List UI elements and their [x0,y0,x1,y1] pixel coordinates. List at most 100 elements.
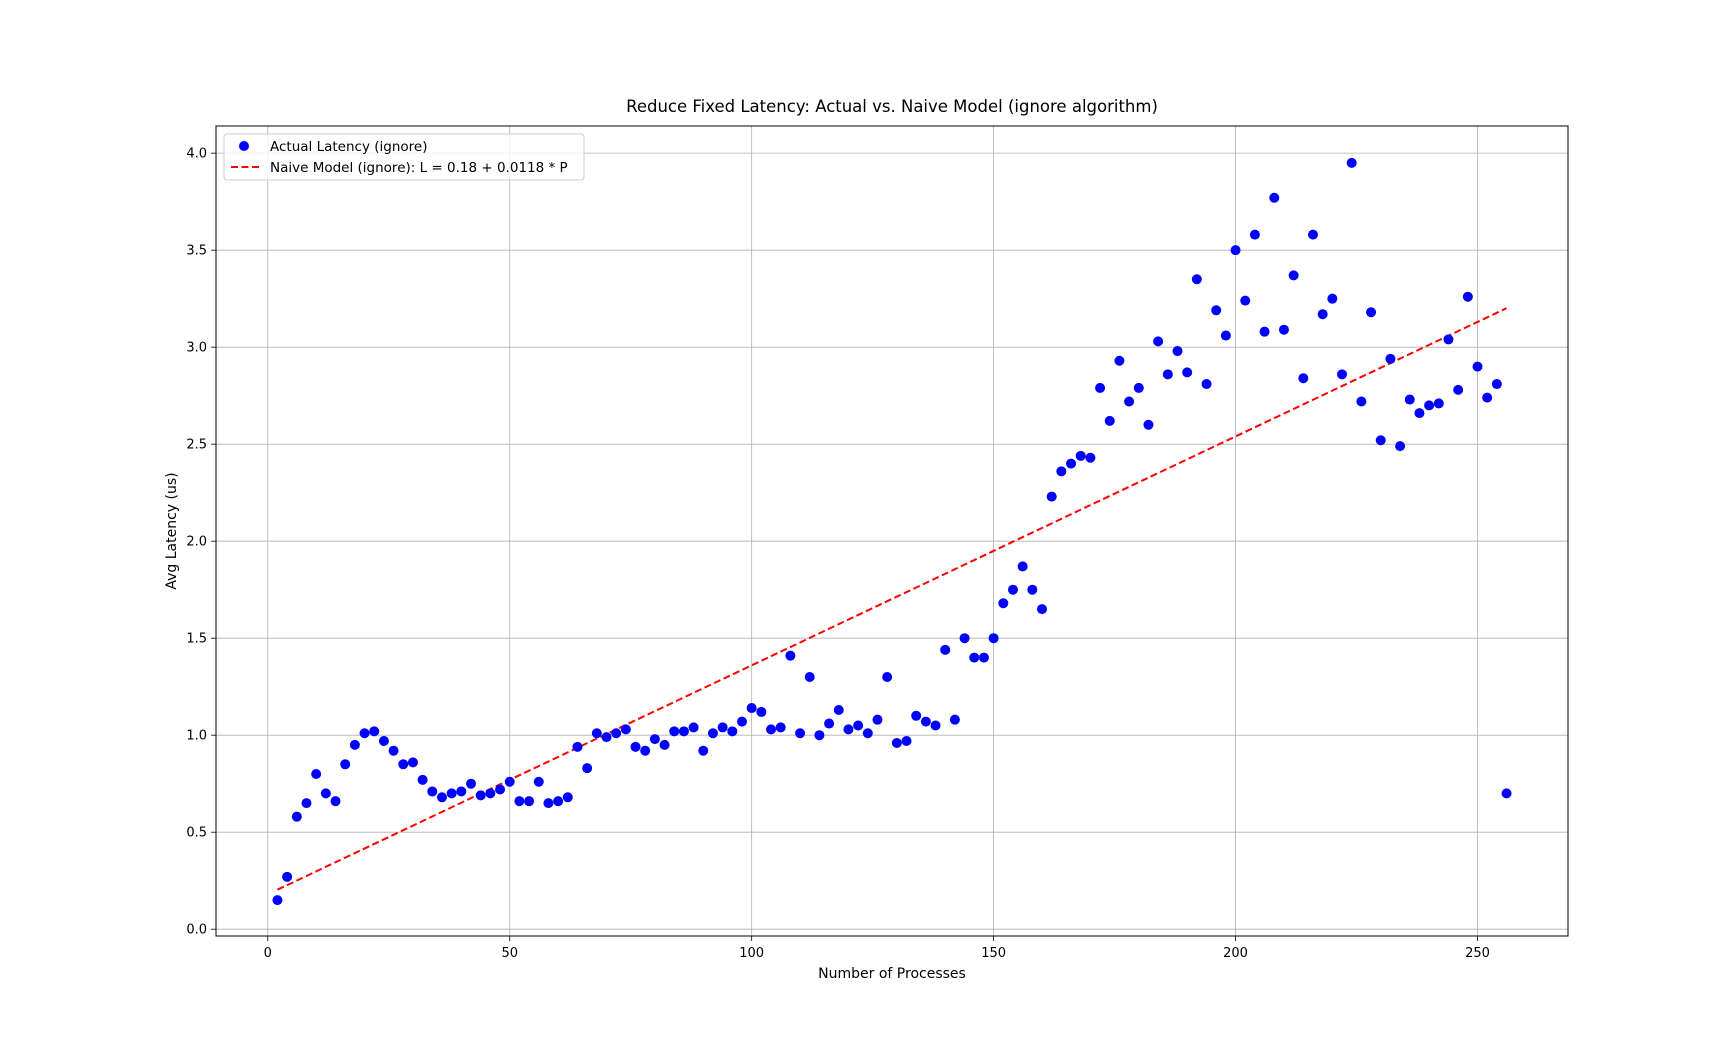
y-axis-ticks: 0.0 0.5 1.0 1.5 2.0 2.5 3.0 3.5 4.0 [186,147,216,938]
data-point [582,763,593,774]
y-tick-label: 0.5 [186,826,207,841]
plot-frame [215,125,1569,937]
data-point [775,722,786,733]
x-tick-label: 250 [1465,946,1490,961]
data-point [1027,584,1038,595]
data-point [1395,441,1406,452]
legend-box [223,133,585,181]
chart-title: Reduce Fixed Latency: Actual vs. Naive M… [626,97,1158,116]
data-point [495,784,506,795]
data-point [524,796,535,807]
y-axis-label: Avg Latency (us) [164,472,180,589]
x-tick-label: 50 [501,946,518,961]
data-point [611,728,622,739]
data-point [795,728,806,739]
y-tick-label: 2.0 [186,535,207,550]
data-point [388,745,399,756]
data-point [591,728,602,739]
data-point [1346,157,1357,168]
data-point [485,788,496,799]
data-point [1095,382,1106,393]
y-tick-label: 0.0 [186,923,207,938]
data-point [369,726,380,737]
data-point [330,796,341,807]
data-point [659,739,670,750]
data-point [872,714,883,725]
data-point [475,790,486,801]
data-point [988,633,999,644]
data-point [1288,270,1299,281]
data-point [436,792,447,803]
data-point [1104,415,1115,426]
data-point [1007,584,1018,595]
data-point [833,704,844,715]
data-point [1385,353,1396,364]
data-point [959,633,970,644]
data-point [282,871,293,882]
data-point [553,796,564,807]
data-point [1375,435,1386,446]
data-point [1133,382,1144,393]
data-point [920,716,931,727]
data-point [291,811,302,822]
data-point [1162,369,1173,380]
data-point [543,798,554,809]
data-point [1191,274,1202,285]
x-tick-label: 200 [1223,946,1248,961]
data-point [756,706,767,717]
data-point [1220,330,1231,341]
data-point [978,652,989,663]
data-point [1317,309,1328,320]
data-point [1249,229,1260,240]
data-point [969,652,980,663]
legend-label-model: Naive Model (ignore): L = 0.18 + 0.0118 … [270,160,568,176]
data-point [1491,379,1502,390]
data-point [427,786,438,797]
data-point [1230,245,1241,256]
y-tick-label: 1.0 [186,729,207,744]
y-tick-label: 1.5 [186,632,207,647]
data-point [853,720,864,731]
data-point [1278,324,1289,335]
data-point [1037,604,1048,615]
data-point [911,710,922,721]
data-point [669,726,680,737]
data-point [1472,361,1483,372]
data-point [514,796,525,807]
data-point [1211,305,1222,316]
data-point [378,736,389,747]
data-point [1327,293,1338,304]
data-point [630,741,641,752]
data-point [533,776,544,787]
data-point [746,703,757,714]
data-point [727,726,738,737]
data-point [301,798,312,809]
y-tick-label: 3.5 [186,244,207,259]
data-point [1143,419,1154,430]
data-point [1462,291,1473,302]
data-point [843,724,854,735]
data-point [998,598,1009,609]
data-point [466,778,477,789]
legend-label-actual: Actual Latency (ignore) [270,139,427,155]
y-tick-label: 4.0 [186,147,207,162]
data-point [717,722,728,733]
data-point [1443,334,1454,345]
data-point [504,776,515,787]
data-point [1404,394,1415,405]
data-point [1501,788,1512,799]
data-point [901,736,912,747]
data-point [891,737,902,748]
y-tick-label: 2.5 [186,438,207,453]
x-tick-label: 0 [264,946,272,961]
data-point [1066,458,1077,469]
data-point [1085,452,1096,463]
data-point [649,734,660,745]
data-point [1337,369,1348,380]
data-point [707,728,718,739]
data-point [340,759,351,770]
data-point [1356,396,1367,407]
grid [216,126,1568,936]
data-point [320,788,331,799]
data-point [814,730,825,741]
